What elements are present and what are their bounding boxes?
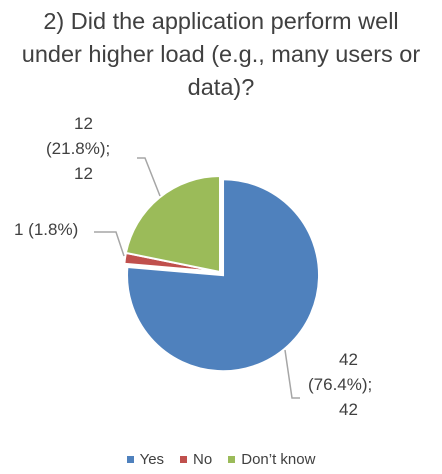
data-label-yes-line3: 42 — [339, 400, 358, 419]
legend-label-yes: Yes — [139, 451, 165, 468]
legend-item-no: No — [180, 451, 212, 468]
leader-line-dontknow — [137, 157, 161, 197]
data-label-dontknow-line3: 12 — [74, 164, 93, 183]
data-label-no: 1 (1.8%) — [14, 220, 79, 239]
legend: Yes No Don’t know — [0, 451, 442, 468]
legend-swatch-no — [180, 456, 188, 463]
data-label-dontknow-line2: (21.8%); — [46, 139, 111, 158]
leader-line-no — [94, 231, 125, 257]
leader-line-yes — [284, 349, 300, 399]
data-label-yes-line2: (76.4%); — [308, 375, 373, 394]
data-label-yes-line1: 42 — [339, 350, 358, 369]
legend-swatch-yes — [126, 456, 134, 463]
pie-slice-yes — [126, 178, 320, 373]
legend-item-yes: Yes — [126, 451, 165, 468]
chart-title-line-3: data)? — [187, 74, 255, 100]
pie-slice-dontknow — [124, 174, 221, 274]
chart-title-line-1: 2) Did the application perform well — [43, 8, 399, 34]
chart-title-line-2: under higher load (e.g., many users or — [21, 41, 421, 67]
legend-swatch-dontknow — [228, 456, 236, 463]
legend-item-dontknow: Don’t know — [228, 451, 315, 468]
legend-label-no: No — [193, 451, 213, 468]
legend-label-dontknow: Don’t know — [241, 451, 316, 468]
data-label-dontknow-line1: 12 — [74, 114, 93, 133]
